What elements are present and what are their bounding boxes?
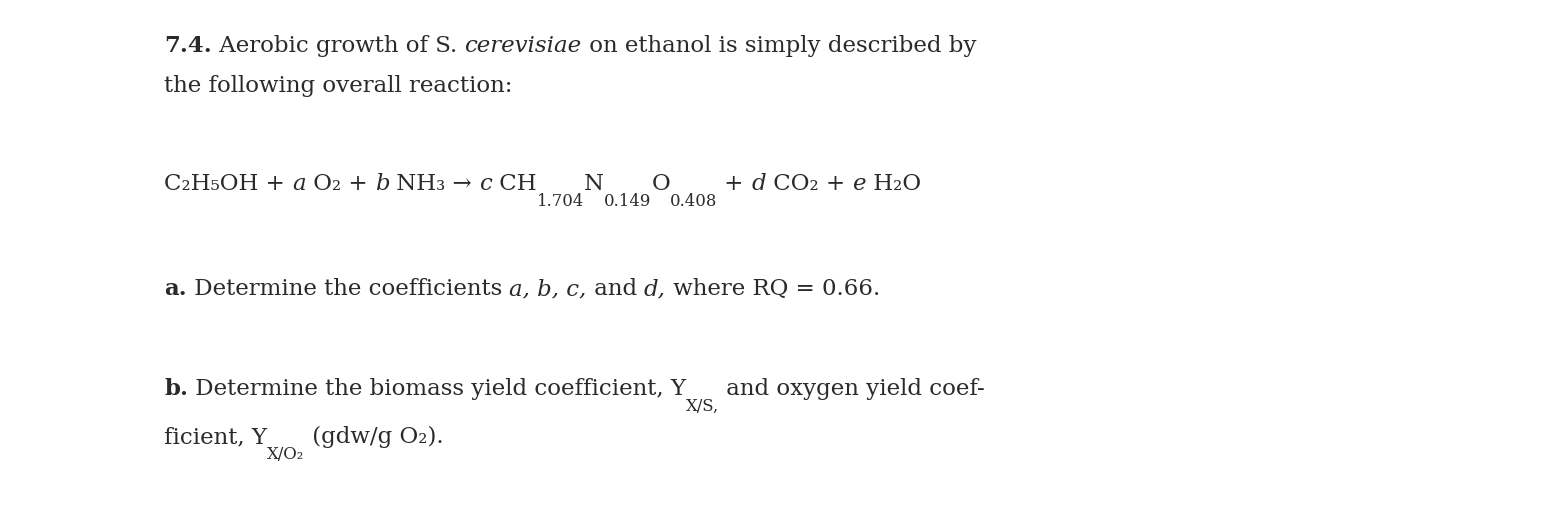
Text: NH₃ →: NH₃ → bbox=[389, 173, 479, 195]
Text: where RQ = 0.66.: where RQ = 0.66. bbox=[666, 278, 881, 300]
Text: +: + bbox=[718, 173, 751, 195]
Text: the following overall reaction:: the following overall reaction: bbox=[164, 75, 513, 97]
Text: N: N bbox=[583, 173, 604, 195]
Text: a: a bbox=[292, 173, 307, 195]
Text: c: c bbox=[479, 173, 493, 195]
Text: 0.408: 0.408 bbox=[669, 193, 718, 210]
Text: O₂ +: O₂ + bbox=[307, 173, 375, 195]
Text: H₂O: H₂O bbox=[865, 173, 921, 195]
Text: CH: CH bbox=[493, 173, 536, 195]
Text: b.: b. bbox=[164, 378, 188, 400]
Text: on ethanol is simply described by: on ethanol is simply described by bbox=[582, 35, 976, 57]
Text: d,: d, bbox=[644, 278, 666, 300]
Text: and: and bbox=[586, 278, 644, 300]
Text: a, b, c,: a, b, c, bbox=[510, 278, 586, 300]
Text: b: b bbox=[375, 173, 389, 195]
Text: CO₂ +: CO₂ + bbox=[766, 173, 852, 195]
Text: Aerobic growth of S.: Aerobic growth of S. bbox=[213, 35, 465, 57]
Text: X/O₂: X/O₂ bbox=[267, 446, 305, 463]
Text: C₂H₅OH +: C₂H₅OH + bbox=[164, 173, 292, 195]
Text: ficient, Y: ficient, Y bbox=[164, 426, 267, 448]
Text: a.: a. bbox=[164, 278, 186, 300]
Text: 0.149: 0.149 bbox=[604, 193, 651, 210]
Text: (gdw/g O₂).: (gdw/g O₂). bbox=[305, 426, 443, 448]
Text: O: O bbox=[651, 173, 669, 195]
Text: 7.4.: 7.4. bbox=[164, 35, 213, 57]
Text: and oxygen yield coef-: and oxygen yield coef- bbox=[719, 378, 985, 400]
Text: Determine the coefficients: Determine the coefficients bbox=[186, 278, 510, 300]
Text: 1.704: 1.704 bbox=[536, 193, 583, 210]
Text: e: e bbox=[852, 173, 865, 195]
Text: cerevisiae: cerevisiae bbox=[465, 35, 582, 57]
Text: X/S,: X/S, bbox=[687, 398, 719, 415]
Text: d: d bbox=[751, 173, 766, 195]
Text: Determine the biomass yield coefficient, Y: Determine the biomass yield coefficient,… bbox=[188, 378, 687, 400]
